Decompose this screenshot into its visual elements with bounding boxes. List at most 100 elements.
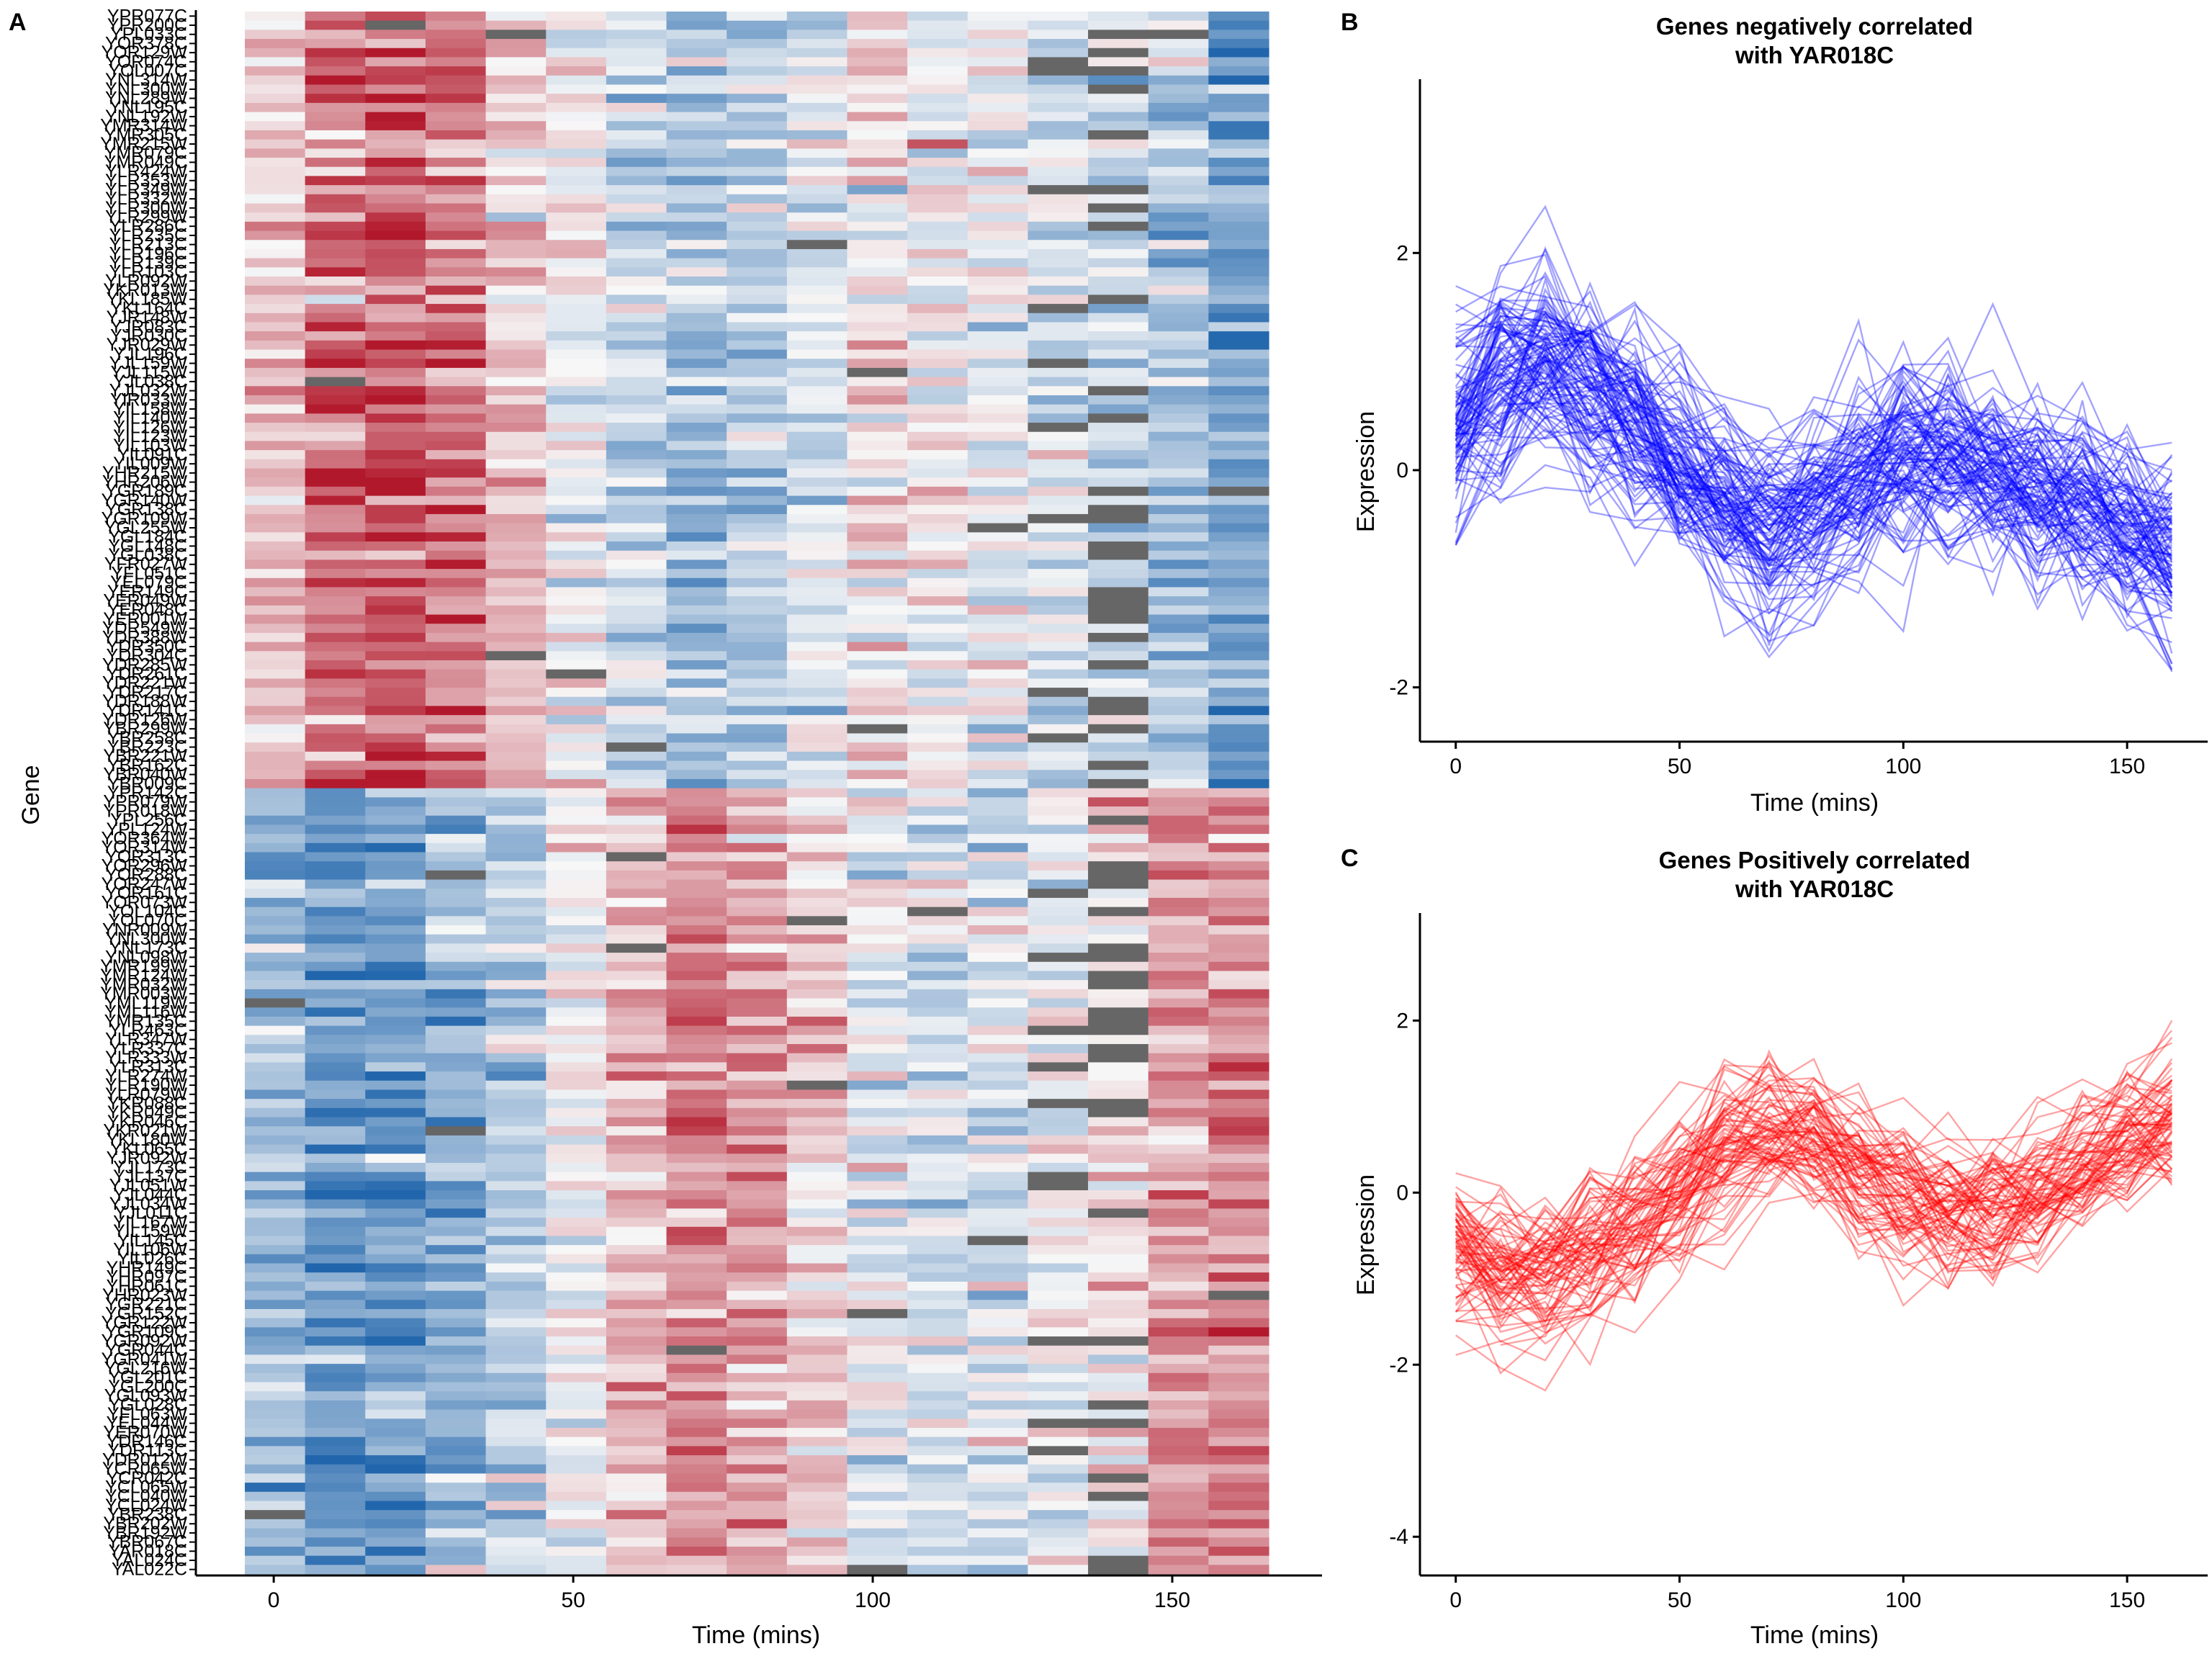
heatmap-cell xyxy=(365,1300,426,1310)
heatmap-cell xyxy=(606,907,667,917)
heatmap-cell xyxy=(727,441,788,451)
heatmap-cell xyxy=(1148,359,1209,369)
heatmap-cell xyxy=(245,596,306,606)
heatmap-cell xyxy=(727,221,788,232)
heatmap-cell xyxy=(1148,1117,1209,1127)
heatmap-cell xyxy=(1148,322,1209,332)
heatmap-cell xyxy=(365,1089,426,1100)
heatmap-cell xyxy=(1148,678,1209,688)
heatmap-cell xyxy=(786,248,848,259)
heatmap-cell xyxy=(546,1290,607,1300)
heatmap-cell xyxy=(606,1372,667,1383)
heatmap-cell xyxy=(786,331,848,341)
heatmap-cell xyxy=(1088,532,1149,542)
heatmap-cell xyxy=(786,1510,848,1520)
heatmap-cell xyxy=(305,468,366,478)
heatmap-cell xyxy=(1028,550,1089,560)
negative-plot-series-line xyxy=(1455,341,2173,577)
heatmap-cell xyxy=(1028,797,1089,807)
positive-plot-series-line xyxy=(1455,1091,2173,1281)
heatmap-cell xyxy=(485,121,547,131)
heatmap-cell xyxy=(967,1099,1029,1109)
negative-plot-series-line xyxy=(1455,355,2172,587)
heatmap-gene-label: YHR097C xyxy=(106,1267,187,1287)
heatmap-cell xyxy=(1148,441,1209,451)
heatmap-cell xyxy=(786,285,848,295)
heatmap-cell xyxy=(485,158,547,168)
heatmap-cell xyxy=(786,477,848,487)
heatmap-cell xyxy=(786,943,848,953)
heatmap-cell xyxy=(1208,1327,1269,1337)
heatmap-cell xyxy=(245,797,306,807)
heatmap-cell xyxy=(1148,861,1209,871)
heatmap-cell xyxy=(907,1409,968,1419)
heatmap-cell xyxy=(1148,340,1209,351)
heatmap-gene-label: YMR032W xyxy=(100,974,187,994)
heatmap-cell xyxy=(666,1071,727,1082)
heatmap-cell xyxy=(1148,688,1209,698)
heatmap-cell xyxy=(606,660,667,670)
heatmap-gene-label: YGR138C xyxy=(105,500,187,520)
heatmap-cell xyxy=(847,1272,908,1282)
heatmap-cell xyxy=(727,861,788,871)
positive-plot-series-line xyxy=(1455,1127,2172,1295)
heatmap-cell xyxy=(786,998,848,1008)
positive-plot-y-tick-label: -4 xyxy=(1389,1525,1408,1549)
heatmap-cell xyxy=(245,1473,306,1483)
heatmap-cell xyxy=(727,1053,788,1063)
heatmap-cell xyxy=(425,48,487,58)
heatmap-cell xyxy=(485,166,547,177)
heatmap-cell xyxy=(546,596,607,606)
heatmap-cell xyxy=(1028,450,1089,460)
heatmap-cell xyxy=(967,121,1029,131)
heatmap-cell xyxy=(666,212,727,222)
heatmap-cell xyxy=(727,1345,788,1356)
heatmap-cell xyxy=(847,1043,908,1054)
heatmap-cell xyxy=(907,240,968,250)
heatmap-cell xyxy=(546,1318,607,1328)
heatmap-cell xyxy=(1088,1126,1149,1136)
heatmap-cell xyxy=(425,897,487,908)
heatmap-cell xyxy=(1028,751,1089,762)
heatmap-cell xyxy=(967,1043,1029,1054)
positive-plot-series-line xyxy=(1455,1104,2172,1272)
heatmap-cell xyxy=(967,778,1029,789)
heatmap-cell xyxy=(1148,486,1209,497)
heatmap-cell xyxy=(245,20,306,30)
positive-plot-series-line xyxy=(1455,1126,2173,1273)
heatmap-gene-label: YIL159W xyxy=(113,1221,187,1241)
heatmap-cell xyxy=(1028,139,1089,149)
heatmap-cell xyxy=(1148,751,1209,762)
heatmap-cell xyxy=(1148,1162,1209,1173)
heatmap-cell xyxy=(1028,971,1089,981)
heatmap-cell xyxy=(425,112,487,122)
heatmap-cell xyxy=(907,760,968,770)
heatmap-cell xyxy=(365,943,426,953)
heatmap-cell xyxy=(786,1555,848,1565)
heatmap-cell xyxy=(546,751,607,762)
heatmap-cell xyxy=(1088,230,1149,240)
heatmap-cell xyxy=(786,304,848,314)
heatmap-cell xyxy=(1028,1565,1089,1575)
heatmap-cell xyxy=(786,797,848,807)
heatmap-cell xyxy=(546,1565,607,1575)
heatmap-cell xyxy=(485,221,547,232)
heatmap-cell xyxy=(606,75,667,86)
heatmap-cell-missing xyxy=(786,916,848,926)
heatmap-cell xyxy=(485,1519,547,1529)
heatmap-cell xyxy=(546,1089,607,1100)
heatmap-cell xyxy=(1208,550,1269,560)
heatmap-cell xyxy=(847,1107,908,1118)
heatmap-cell xyxy=(546,1455,607,1465)
heatmap-cell xyxy=(727,788,788,798)
heatmap-cell xyxy=(1088,961,1149,972)
heatmap-cell xyxy=(1208,495,1269,505)
heatmap-cell xyxy=(727,1071,788,1082)
heatmap-cell xyxy=(365,1162,426,1173)
negative-plot-series-line xyxy=(1455,306,2172,585)
heatmap-cell xyxy=(727,961,788,972)
heatmap-cell-missing xyxy=(1088,386,1149,396)
heatmap-cell xyxy=(606,834,667,844)
heatmap-cell xyxy=(245,724,306,734)
heatmap-cell xyxy=(1208,1565,1269,1575)
